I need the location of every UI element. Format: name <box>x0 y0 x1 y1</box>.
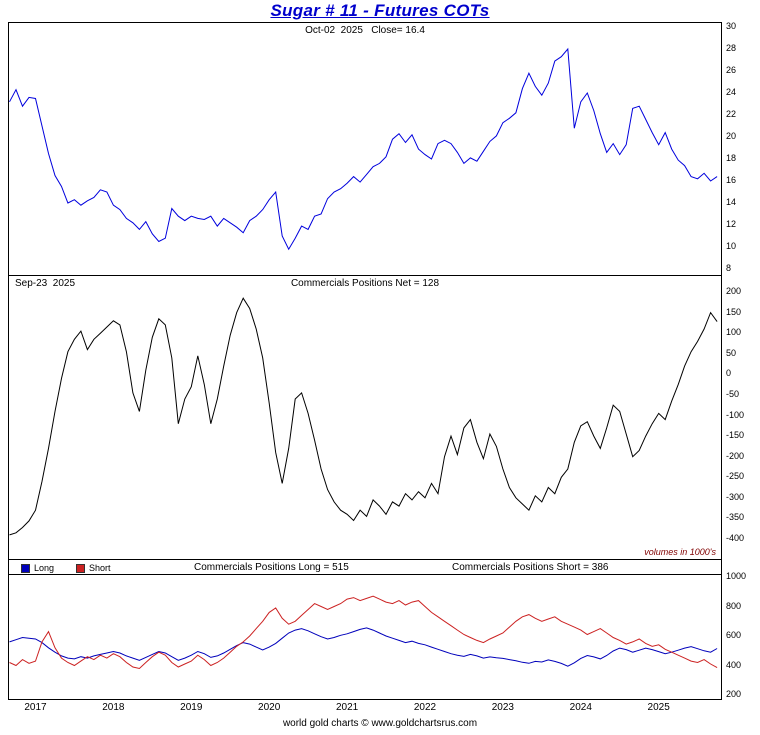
price-panel: Oct-02 2025 Close= 16.4 <box>8 22 722 276</box>
y-tick-label: 400 <box>726 659 742 670</box>
legend: Long Short <box>21 563 133 573</box>
y-tick-label: 30 <box>726 21 737 31</box>
y-tick-label: 1000 <box>726 571 747 581</box>
y-tick-label: 12 <box>726 219 737 229</box>
y-tick-label: 600 <box>726 630 742 640</box>
x-tick-label: 2023 <box>491 702 514 713</box>
y-tick-label: 20 <box>726 131 737 141</box>
y-axis-positions: 1000 800 600 400 200 <box>725 571 759 700</box>
y-tick-label: 10 <box>726 241 737 251</box>
positions-chart-svg <box>9 595 718 670</box>
short-annotation: Commercials Positions Short = 386 <box>452 562 609 573</box>
price-annotation: Oct-02 2025 Close= 16.4 <box>305 25 425 36</box>
commercials-short-line <box>9 595 718 670</box>
legend-short-label: Short <box>89 563 111 573</box>
y-tick-label: -150 <box>726 430 745 441</box>
long-swatch-icon <box>21 563 30 573</box>
x-tick-label: 2017 <box>24 702 47 713</box>
y-axis-net: 200 150 100 50 0 -50 -100 -150 -200 -250 -300 -350 -… <box>725 275 759 560</box>
y-tick-label: -250 <box>726 471 745 482</box>
commercials-net-line <box>9 297 718 536</box>
price-chart-svg <box>9 47 718 251</box>
y-tick-label: -350 <box>726 512 745 523</box>
y-tick-label: 0 <box>726 368 732 379</box>
net-date-label: Sep-23 2025 <box>15 278 76 289</box>
y-tick-label: -50 <box>726 388 740 399</box>
chart-frame: Oct-02 2025 Close= 16.4 Sep-23 2025 Comm… <box>8 22 722 700</box>
net-chart-svg <box>9 297 718 536</box>
y-tick-label: -100 <box>726 409 745 420</box>
y-tick-label: 18 <box>726 153 737 163</box>
y-tick-label: 26 <box>726 65 737 75</box>
net-annotation: Commercials Positions Net = 128 <box>290 278 440 289</box>
long-annotation: Commercials Positions Long = 515 <box>194 562 349 573</box>
y-tick-label: 50 <box>726 347 737 358</box>
x-tick-label: 2025 <box>647 702 670 713</box>
x-tick-label: 2021 <box>335 702 359 713</box>
y-tick-label: 28 <box>726 43 737 53</box>
y-tick-label: -200 <box>726 450 745 461</box>
y-tick-label: 22 <box>726 109 737 119</box>
volumes-note: volumes in 1000's <box>644 547 716 557</box>
x-axis: 2017 2018 2019 2020 2021 2022 2023 2024 2025 <box>0 702 760 715</box>
x-tick-label: 2020 <box>258 702 281 713</box>
footer-credit: world gold charts © www.goldchartsrus.co… <box>282 718 478 729</box>
y-tick-label: 150 <box>726 306 742 317</box>
legend-long-label: Long <box>34 563 55 573</box>
legend-strip: Long Short Commercials Positions Long = … <box>8 559 722 575</box>
y-tick-label: 100 <box>726 327 742 338</box>
commercials-long-line <box>9 627 718 667</box>
sugar-close-line <box>9 47 718 251</box>
page-title: Sugar # 11 - Futures COTs <box>270 1 490 20</box>
x-tick-label: 2022 <box>413 702 437 713</box>
x-tick-label: 2024 <box>569 702 592 713</box>
y-tick-label: 200 <box>726 689 742 699</box>
y-tick-label: 200 <box>726 286 742 296</box>
y-tick-label: 14 <box>726 197 737 207</box>
net-panel: Sep-23 2025 Commercials Positions Net = … <box>8 275 722 560</box>
y-tick-label: 8 <box>726 263 732 273</box>
y-axis-price: 30 28 26 24 22 20 18 16 14 12 10 8 <box>725 22 759 276</box>
y-tick-label: 16 <box>726 175 737 185</box>
x-tick-label: 2018 <box>102 702 125 713</box>
y-tick-label: 24 <box>726 87 737 97</box>
positions-panel <box>8 574 722 700</box>
y-tick-label: 800 <box>726 600 742 611</box>
y-tick-label: -400 <box>726 533 745 543</box>
x-tick-label: 2019 <box>180 702 203 713</box>
short-swatch-icon <box>76 563 86 573</box>
y-tick-label: -300 <box>726 491 745 502</box>
